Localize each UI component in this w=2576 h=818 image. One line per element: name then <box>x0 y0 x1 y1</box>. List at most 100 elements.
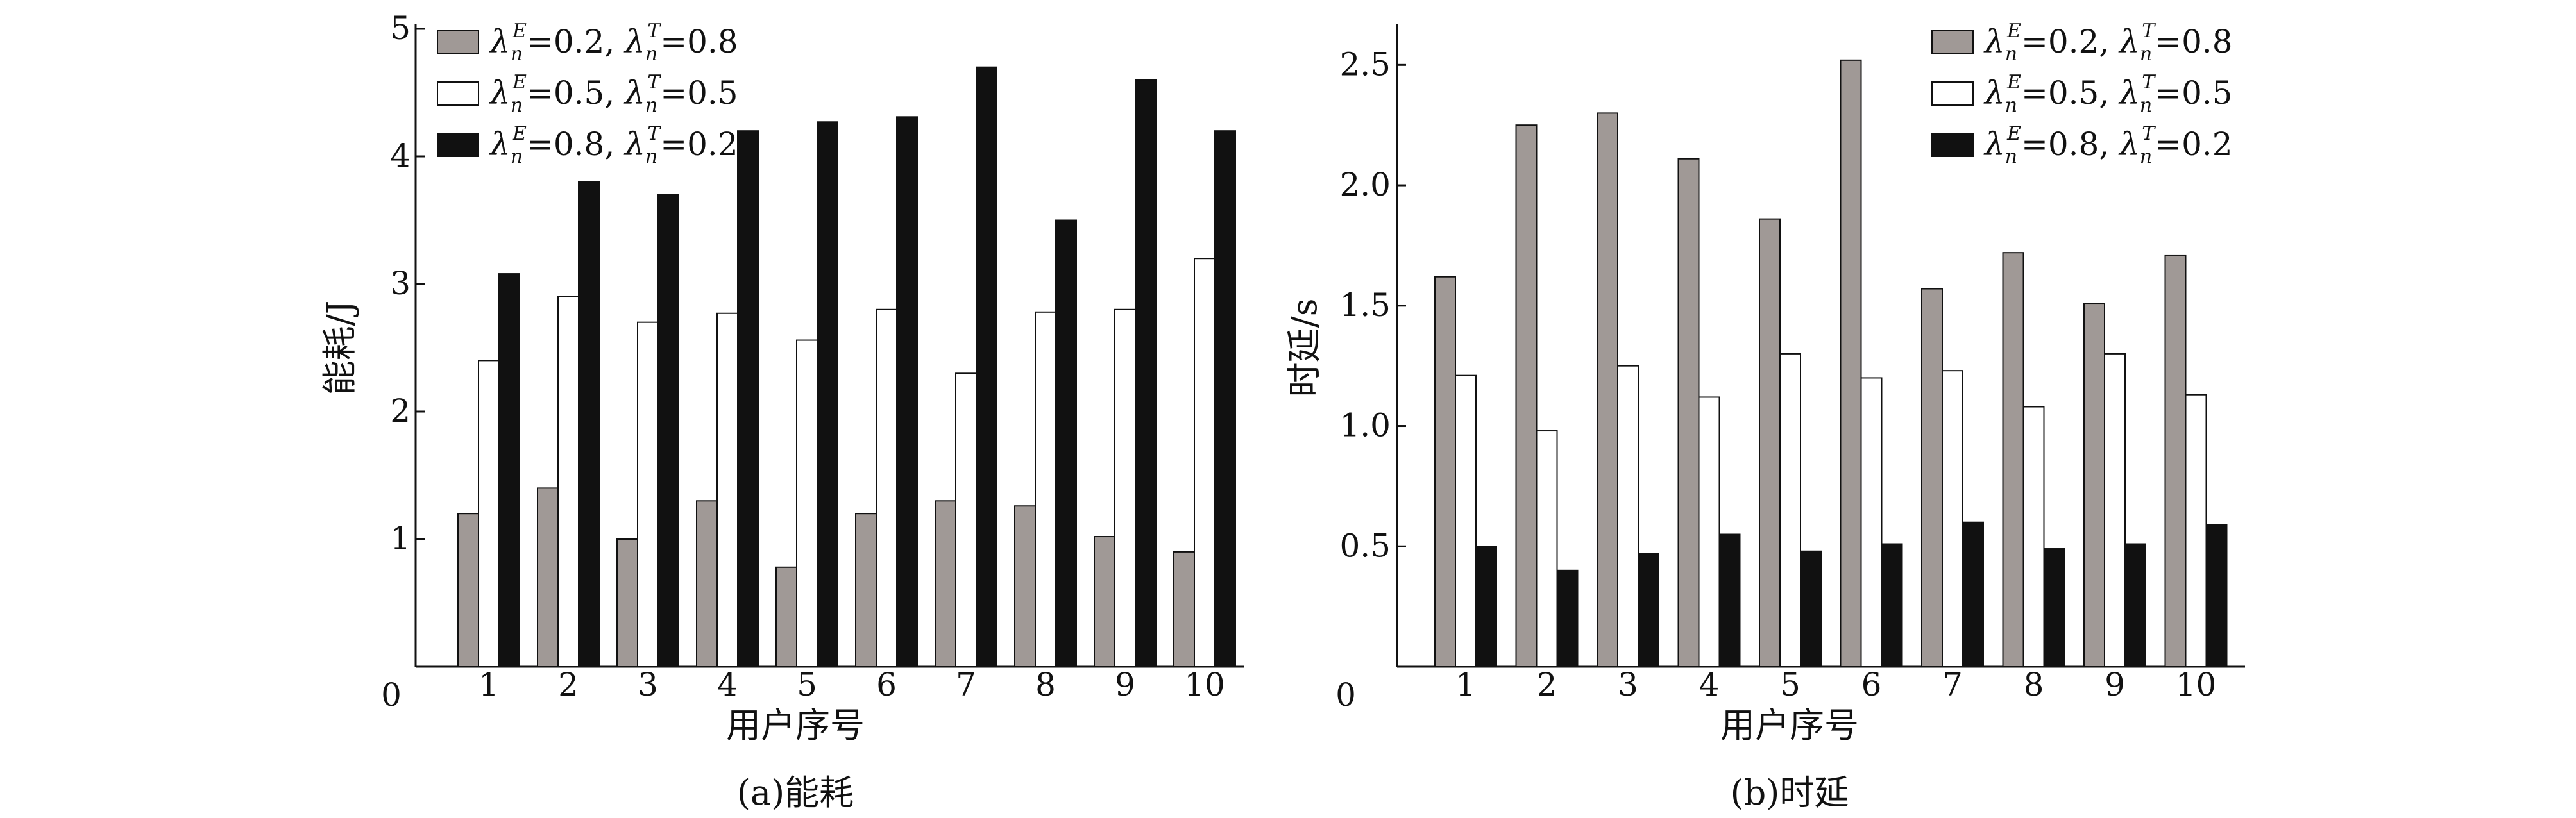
legend: λnE=0.2, λnT=0.8 λnE=0.5, λnT=0.5 λnE=0.8,… <box>437 20 738 168</box>
bar-series2-user10 <box>2185 394 2207 667</box>
legend-item: λnE=0.5, λnT=0.5 <box>437 71 738 117</box>
bar-series3-user3 <box>657 194 679 667</box>
bar-series3-user10 <box>1214 130 1236 667</box>
y-tick-label: 0 <box>1335 676 1356 714</box>
bar-series1-user8 <box>1014 505 1036 668</box>
legend-label: λnE=0.2, λnT=0.8 <box>489 20 738 65</box>
bar-series3-user3 <box>1638 553 1659 668</box>
bar-series1-user10 <box>1173 551 1195 668</box>
x-tick-label: 4 <box>1699 666 1720 703</box>
bar-series3-user2 <box>1556 569 1579 668</box>
bar-series1-user9 <box>1094 536 1115 668</box>
x-tick-label: 3 <box>638 666 658 703</box>
legend-swatch <box>437 30 479 54</box>
bar-series1-user3 <box>616 538 638 667</box>
legend-swatch <box>1931 30 1974 54</box>
bar-series3-user9 <box>1135 79 1157 668</box>
bar-series1-user8 <box>2002 252 2024 668</box>
x-tick-label: 8 <box>1035 666 1056 703</box>
legend-item: λnE=0.8, λnT=0.2 <box>1931 122 2233 168</box>
x-tick-label: 9 <box>2105 666 2125 703</box>
bar-series1-user7 <box>935 500 956 667</box>
x-tick-label: 4 <box>717 666 738 703</box>
chart-caption: (a)能耗 <box>737 772 854 813</box>
chart-energy: 0 1 2 3 4 5 1 2 3 4 5 6 7 8 9 10 用户序号 能耗/J (a)能耗 λnE=0.2, λ… <box>319 10 1244 813</box>
bar-series2-user6 <box>876 308 897 667</box>
y-tick-label: 2 <box>390 392 411 430</box>
x-tick-label: 5 <box>1780 666 1801 703</box>
y-tick-label: 1.5 <box>1339 287 1391 324</box>
bar-series3-user7 <box>1962 521 1984 667</box>
legend-item: λnE=0.8, λnT=0.2 <box>437 122 738 168</box>
bar-series3-user4 <box>737 130 759 667</box>
x-tick-label: 9 <box>1115 666 1135 703</box>
bar-series3-user9 <box>2124 543 2146 668</box>
bar-series1-user2 <box>1515 124 1538 668</box>
chart-caption: (b)时延 <box>1731 772 1849 813</box>
x-tick-label: 8 <box>2024 666 2044 703</box>
bar-series3-user7 <box>976 66 997 667</box>
legend-swatch <box>437 81 479 106</box>
x-axis-title: 用户序号 <box>726 705 865 746</box>
bar-series1-user5 <box>1759 218 1781 668</box>
legend-label: λnE=0.8, λnT=0.2 <box>1983 122 2233 168</box>
bar-series2-user4 <box>716 312 738 667</box>
bar-series1-user6 <box>1840 59 1862 667</box>
x-tick-label: 5 <box>797 666 817 703</box>
x-tick-label: 3 <box>1618 666 1638 703</box>
legend-swatch <box>1931 81 1974 106</box>
y-tick-label: 0.5 <box>1339 527 1391 564</box>
legend-item: λnE=0.5, λnT=0.5 <box>1931 71 2233 117</box>
bar-series2-user1 <box>478 360 500 668</box>
x-tick-label: 1 <box>479 666 499 703</box>
y-tick-label: 4 <box>390 137 411 174</box>
legend-swatch <box>437 133 479 157</box>
bar-series2-user3 <box>1617 365 1639 668</box>
x-tick-label: 2 <box>1537 666 1557 703</box>
bar-series2-user5 <box>1779 353 1801 667</box>
bar-series3-user10 <box>2205 524 2228 667</box>
bar-series3-user8 <box>1055 219 1077 667</box>
bar-series3-user5 <box>817 121 838 667</box>
x-tick-label: 1 <box>1455 666 1476 703</box>
x-tick-label: 6 <box>1861 666 1882 703</box>
x-tick-label: 10 <box>1184 666 1225 703</box>
bar-series1-user6 <box>855 513 877 668</box>
bar-series3-user5 <box>1800 550 1822 667</box>
bar-series1-user5 <box>775 566 797 668</box>
legend-item: λnE=0.2, λnT=0.8 <box>1931 20 2233 65</box>
bar-series1-user1 <box>457 513 479 668</box>
bar-series3-user4 <box>1718 533 1741 667</box>
bar-series2-user6 <box>1860 377 1883 667</box>
legend: λnE=0.2, λnT=0.8 λnE=0.5, λnT=0.5 λnE=0.8,… <box>1931 20 2233 168</box>
legend-label: λnE=0.5, λnT=0.5 <box>1983 71 2233 117</box>
y-tick-label: 5 <box>390 10 411 47</box>
bar-series1-user1 <box>1434 276 1456 667</box>
bar-series2-user8 <box>2022 406 2045 667</box>
bar-series3-user8 <box>2043 548 2065 667</box>
x-tick-label: 6 <box>876 666 897 703</box>
legend-label: λnE=0.2, λnT=0.8 <box>1983 20 2233 65</box>
y-axis-title: 时延/s <box>1284 299 1325 397</box>
bar-series1-user9 <box>2083 303 2105 668</box>
bar-series2-user9 <box>2104 353 2126 667</box>
bar-series2-user2 <box>1536 430 1558 667</box>
bar-series2-user3 <box>637 321 659 667</box>
x-axis-title: 用户序号 <box>1720 705 1859 746</box>
bar-series2-user7 <box>1942 370 1963 667</box>
bar-series2-user8 <box>1035 311 1056 667</box>
bar-series2-user7 <box>955 372 977 667</box>
bar-series3-user6 <box>896 116 918 667</box>
bar-series2-user2 <box>557 296 579 667</box>
legend-label: λnE=0.8, λnT=0.2 <box>489 122 738 168</box>
bar-series3-user6 <box>1881 543 1903 668</box>
legend-label: λnE=0.5, λnT=0.5 <box>489 71 738 117</box>
bar-series2-user5 <box>796 339 818 667</box>
x-tick-label: 10 <box>2176 666 2217 703</box>
bar-series3-user1 <box>1475 546 1497 668</box>
y-tick-label: 2.5 <box>1339 46 1391 83</box>
bar-series2-user10 <box>1194 258 1216 667</box>
bar-series3-user2 <box>578 181 600 667</box>
x-tick-label: 2 <box>558 666 579 703</box>
